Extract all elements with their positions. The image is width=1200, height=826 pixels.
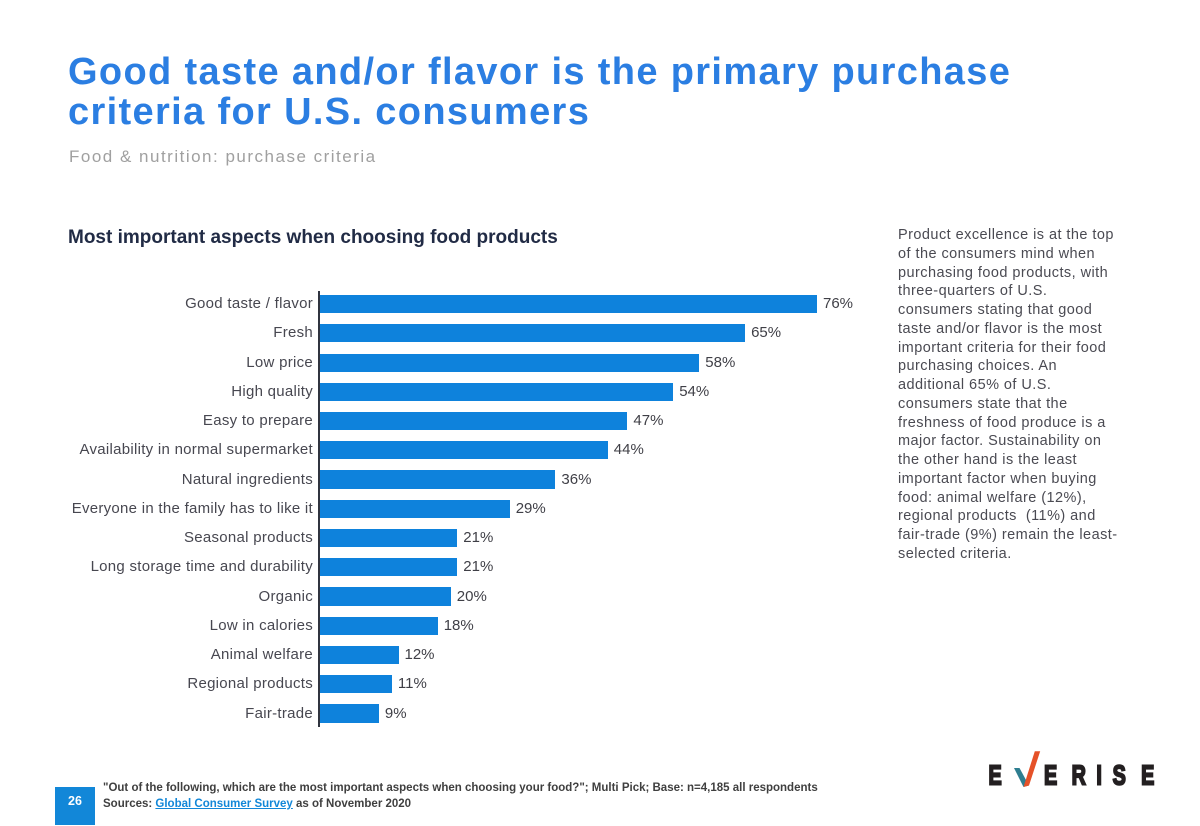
svg-text:E: E bbox=[1141, 760, 1154, 791]
svg-text:E: E bbox=[989, 760, 1002, 791]
svg-text:S: S bbox=[1113, 760, 1126, 791]
svg-text:I: I bbox=[1096, 760, 1102, 791]
svg-text:R: R bbox=[1072, 760, 1086, 791]
svg-text:E: E bbox=[1044, 760, 1057, 791]
